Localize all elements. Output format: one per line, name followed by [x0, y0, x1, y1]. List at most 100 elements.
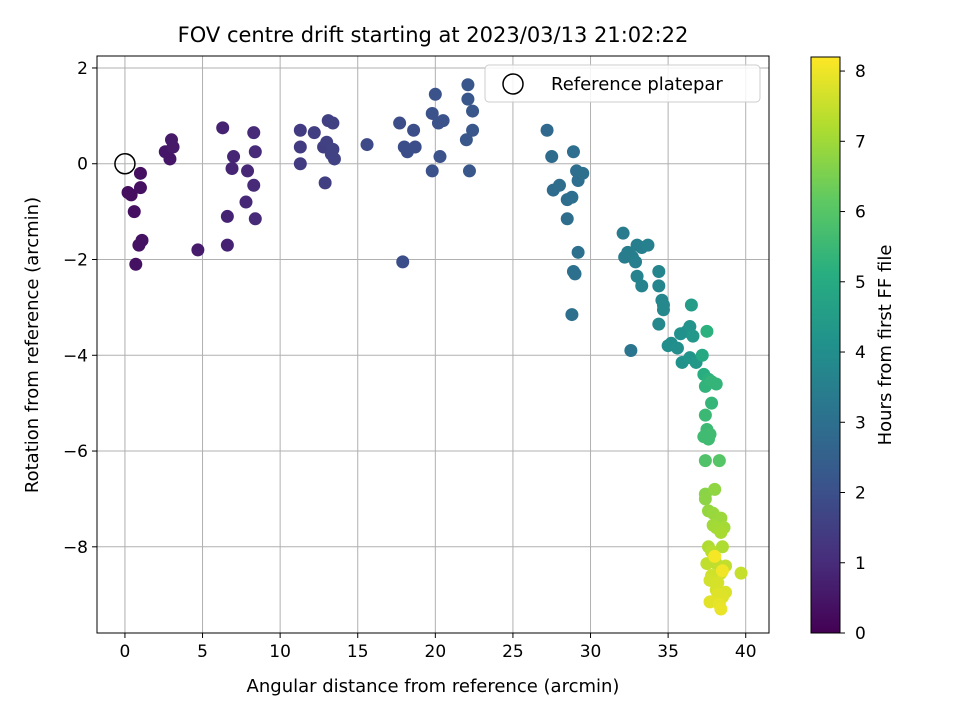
data-point	[715, 540, 729, 554]
data-point	[191, 243, 205, 257]
data-point	[715, 564, 729, 578]
y-tick-label: −4	[63, 346, 88, 366]
data-point	[227, 150, 241, 164]
data-point	[565, 308, 579, 322]
data-point	[714, 525, 728, 539]
chart-title: FOV centre drift starting at 2023/03/13 …	[178, 23, 689, 47]
colorbar-tick-label: 2	[855, 484, 866, 504]
data-point	[425, 164, 439, 178]
colorbar-ticks: 0 1 2 3 4 5 6 7 8	[840, 62, 866, 644]
y-tick-label: −8	[63, 538, 88, 558]
y-tick-label: −2	[63, 251, 88, 271]
data-point	[656, 303, 670, 317]
data-point	[133, 181, 147, 195]
x-axis-label: Angular distance from reference (arcmin)	[247, 676, 620, 697]
data-point	[698, 492, 712, 506]
data-point	[576, 166, 590, 180]
data-point	[641, 238, 655, 252]
colorbar-tick-label: 4	[855, 343, 866, 363]
data-point	[705, 396, 719, 410]
data-point	[545, 150, 559, 164]
data-point	[307, 126, 321, 140]
data-point	[247, 178, 261, 192]
data-point	[135, 233, 149, 247]
data-point	[216, 121, 230, 135]
legend-box	[484, 64, 761, 103]
data-point	[652, 279, 666, 293]
data-point	[708, 549, 722, 563]
legend-marker-icon	[502, 73, 524, 95]
reference-platepar-marker	[114, 152, 136, 175]
data-point	[293, 123, 307, 137]
data-point	[616, 226, 630, 240]
data-point	[129, 257, 143, 271]
x-tick-label: 10	[269, 642, 291, 662]
colorbar-frame	[810, 56, 841, 634]
data-point	[714, 602, 728, 616]
data-point	[540, 123, 554, 137]
y-axis-ticks: −8 −6 −4 −2 0 2	[63, 59, 97, 558]
data-point	[670, 341, 684, 355]
data-point	[461, 92, 475, 106]
data-point	[220, 238, 234, 252]
x-tick-label: 20	[425, 642, 447, 662]
data-point	[324, 147, 338, 161]
data-point	[459, 133, 473, 147]
data-point	[396, 255, 410, 269]
x-tick-label: 0	[120, 642, 131, 662]
data-point	[566, 264, 580, 278]
data-point	[571, 245, 585, 259]
y-tick-label: −6	[63, 442, 88, 462]
colorbar-tick-label: 3	[855, 413, 866, 433]
data-point	[734, 566, 748, 580]
data-point	[166, 140, 180, 154]
colorbar-tick-label: 0	[855, 624, 866, 644]
x-tick-label: 30	[580, 642, 602, 662]
colorbar-tick-label: 1	[855, 554, 866, 574]
data-point	[703, 427, 717, 441]
x-tick-label: 35	[657, 642, 679, 662]
x-axis-ticks: 0 5 10 15 20 25 30 35 40	[120, 633, 757, 662]
grid	[97, 56, 769, 633]
data-point	[652, 317, 666, 331]
data-point	[133, 166, 147, 180]
x-tick-label: 15	[347, 642, 369, 662]
data-point	[225, 162, 239, 176]
data-point	[700, 324, 714, 338]
data-point	[436, 114, 450, 128]
data-point	[629, 255, 643, 269]
data-point	[360, 138, 374, 152]
colorbar-gradient	[811, 57, 840, 633]
data-point	[124, 188, 138, 202]
colorbar-tick-label: 6	[855, 203, 866, 223]
data-point	[293, 140, 307, 154]
data-point	[293, 157, 307, 171]
data-point	[428, 87, 442, 101]
data-point	[708, 482, 722, 496]
legend: Reference platepar	[484, 64, 761, 103]
data-point	[698, 408, 712, 422]
data-point	[220, 209, 234, 223]
data-point	[684, 298, 698, 312]
colorbar-tick-label: 5	[855, 273, 866, 293]
data-point	[462, 164, 476, 178]
data-point	[698, 454, 712, 468]
data-point	[461, 78, 475, 92]
data-point	[552, 178, 566, 192]
data-point	[565, 190, 579, 204]
colorbar-tick-label: 8	[855, 62, 866, 82]
data-point	[408, 140, 422, 154]
colorbar: 0 1 2 3 4 5 6 7 8 Hours from first FF file	[810, 56, 896, 644]
data-point	[318, 176, 332, 190]
colorbar-tick-label: 7	[855, 132, 866, 152]
y-axis-label: Rotation from reference (arcmin)	[22, 197, 43, 493]
data-point	[127, 205, 141, 219]
data-point	[709, 377, 723, 391]
data-point	[686, 329, 700, 343]
data-point	[163, 152, 177, 166]
plot-frame	[96, 55, 770, 634]
data-point	[433, 150, 447, 164]
data-point	[425, 106, 439, 120]
data-point	[239, 195, 253, 209]
